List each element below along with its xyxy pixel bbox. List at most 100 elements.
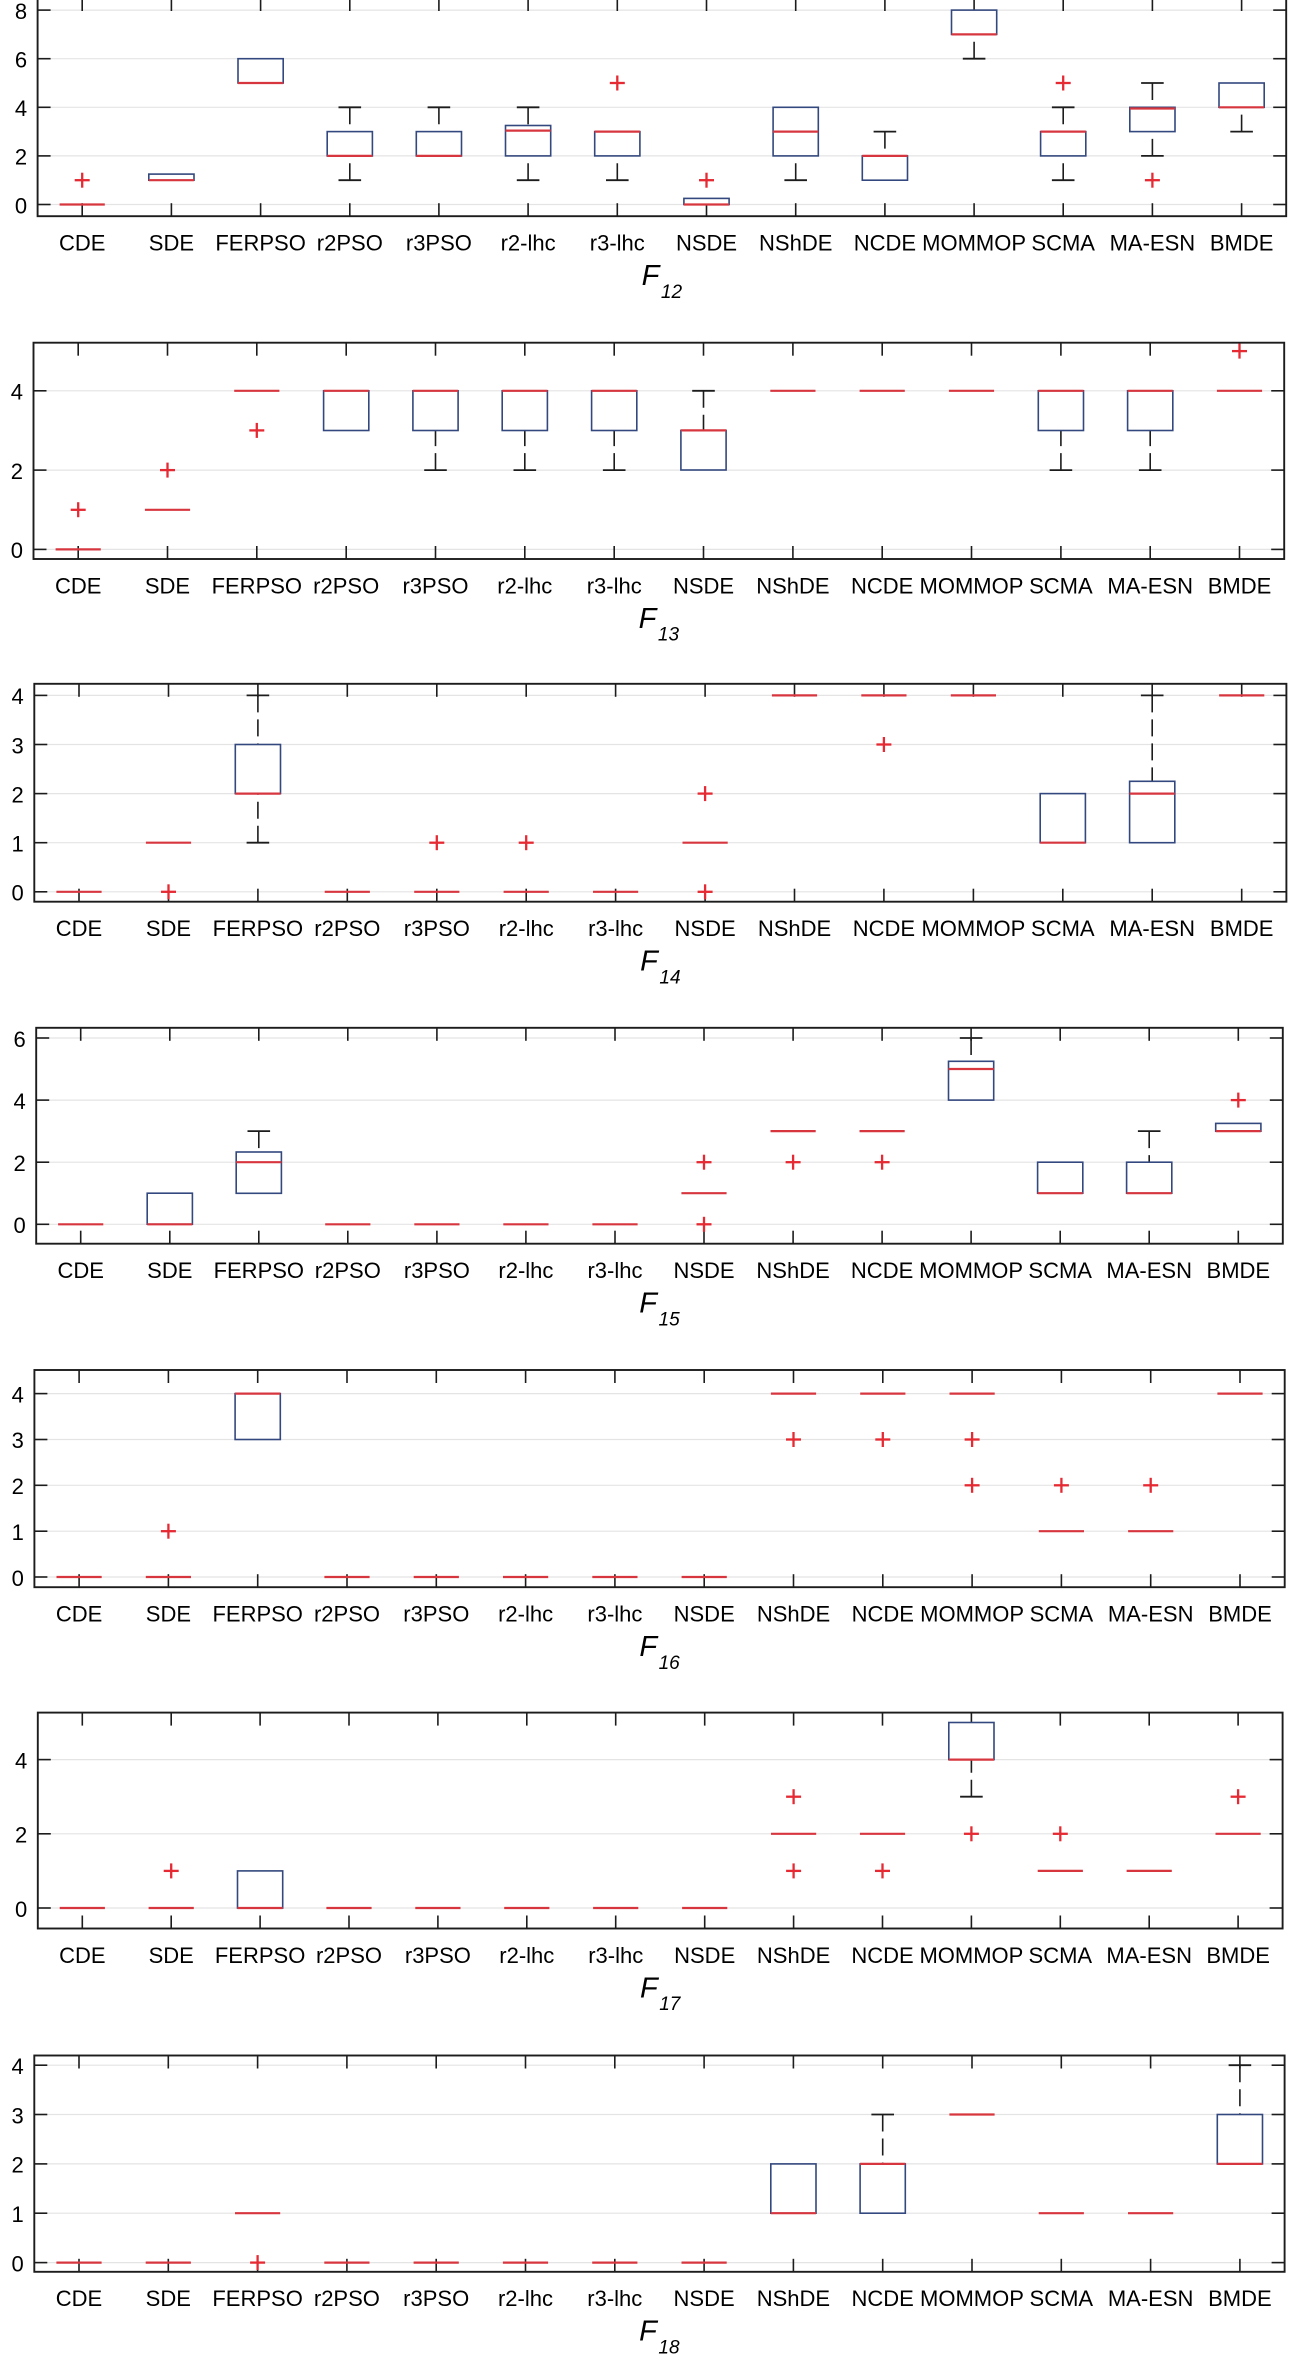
svg-text:BMDE: BMDE [1208,573,1272,598]
svg-text:F: F [639,2316,659,2348]
svg-text:0: 0 [12,1566,24,1591]
svg-text:0: 0 [13,1213,25,1238]
svg-text:r2PSO: r2PSO [314,916,380,941]
svg-text:MA-ESN: MA-ESN [1106,1258,1192,1283]
svg-text:r3-lhc: r3-lhc [588,916,643,941]
svg-text:r3-lhc: r3-lhc [588,1943,643,1968]
svg-text:2: 2 [15,145,27,170]
svg-text:BMDE: BMDE [1206,1943,1270,1968]
svg-text:NSDE: NSDE [676,231,737,256]
svg-text:NShDE: NShDE [757,2286,830,2311]
svg-text:4: 4 [11,380,23,405]
svg-text:r3-lhc: r3-lhc [587,1602,642,1627]
svg-text:FERPSO: FERPSO [212,573,302,598]
svg-text:4: 4 [12,1382,24,1407]
svg-text:NSDE: NSDE [674,1943,735,1968]
svg-text:BMDE: BMDE [1208,1602,1272,1627]
svg-text:BMDE: BMDE [1208,2286,1272,2311]
svg-text:r2PSO: r2PSO [317,231,383,256]
svg-text:MOMMOP: MOMMOP [919,1258,1023,1283]
svg-text:SCMA: SCMA [1029,1943,1093,1968]
svg-text:r3PSO: r3PSO [404,1258,470,1283]
svg-text:SCMA: SCMA [1029,573,1093,598]
svg-text:FERPSO: FERPSO [213,916,303,941]
svg-text:CDE: CDE [59,1943,105,1968]
svg-text:15: 15 [659,1309,681,1330]
svg-text:NSDE: NSDE [674,1602,735,1627]
svg-text:SDE: SDE [145,573,190,598]
svg-text:NShDE: NShDE [756,1258,829,1283]
svg-text:r3PSO: r3PSO [403,1602,469,1627]
svg-text:NSDE: NSDE [673,573,734,598]
svg-text:NCDE: NCDE [852,1602,914,1627]
svg-text:0: 0 [15,193,27,218]
svg-text:r3-lhc: r3-lhc [587,2286,642,2311]
svg-text:MOMMOP: MOMMOP [920,573,1024,598]
svg-text:MA-ESN: MA-ESN [1108,2286,1194,2311]
svg-text:F: F [640,946,660,978]
svg-text:0: 0 [15,1897,27,1922]
svg-text:NShDE: NShDE [759,231,832,256]
svg-text:r2PSO: r2PSO [313,573,379,598]
svg-text:r2PSO: r2PSO [314,2286,380,2311]
svg-text:BMDE: BMDE [1210,916,1274,941]
svg-text:CDE: CDE [56,2286,102,2311]
svg-text:r3-lhc: r3-lhc [587,1258,642,1283]
svg-text:r3PSO: r3PSO [406,231,472,256]
svg-text:r2-lhc: r2-lhc [499,1943,554,1968]
svg-text:SDE: SDE [147,1258,192,1283]
svg-text:1: 1 [12,832,24,857]
svg-text:MA-ESN: MA-ESN [1106,1943,1192,1968]
svg-text:r2-lhc: r2-lhc [498,2286,553,2311]
svg-text:r3PSO: r3PSO [405,1943,471,1968]
svg-text:FERPSO: FERPSO [214,1258,304,1283]
svg-text:2: 2 [11,459,23,484]
svg-text:NShDE: NShDE [757,1602,830,1627]
svg-text:CDE: CDE [59,231,105,256]
svg-text:SCMA: SCMA [1031,916,1095,941]
svg-text:4: 4 [15,1748,27,1773]
svg-text:2: 2 [12,782,24,807]
svg-text:F: F [639,1288,659,1320]
svg-text:MA-ESN: MA-ESN [1110,231,1196,256]
svg-text:FERPSO: FERPSO [212,1602,302,1627]
svg-text:r2-lhc: r2-lhc [501,231,556,256]
svg-text:6: 6 [15,48,27,73]
svg-text:FERPSO: FERPSO [212,2286,302,2311]
svg-text:CDE: CDE [56,1602,102,1627]
svg-text:17: 17 [659,1994,682,2015]
svg-text:F: F [639,603,659,635]
svg-text:MOMMOP: MOMMOP [922,231,1026,256]
svg-text:0: 0 [11,538,23,563]
svg-text:NShDE: NShDE [757,1943,830,1968]
svg-text:MOMMOP: MOMMOP [921,916,1025,941]
svg-text:SCMA: SCMA [1031,231,1095,256]
svg-text:CDE: CDE [56,916,102,941]
svg-text:r2PSO: r2PSO [316,1943,382,1968]
svg-text:NSDE: NSDE [675,916,736,941]
svg-text:2: 2 [12,2153,24,2178]
svg-text:SDE: SDE [146,1602,191,1627]
svg-text:14: 14 [659,967,680,988]
svg-text:NShDE: NShDE [756,573,829,598]
svg-text:MA-ESN: MA-ESN [1108,1602,1194,1627]
svg-text:SCMA: SCMA [1028,1258,1092,1283]
svg-text:0: 0 [12,881,24,906]
svg-text:NSDE: NSDE [674,2286,735,2311]
svg-text:SDE: SDE [146,916,191,941]
svg-text:1: 1 [12,1520,24,1545]
svg-text:MA-ESN: MA-ESN [1109,916,1195,941]
svg-text:2: 2 [13,1151,25,1176]
svg-text:4: 4 [15,96,27,121]
svg-text:NCDE: NCDE [851,1258,913,1283]
svg-text:NCDE: NCDE [852,2286,914,2311]
svg-text:18: 18 [658,2338,680,2357]
svg-text:16: 16 [659,1653,681,1674]
svg-text:SDE: SDE [149,1943,194,1968]
svg-text:1: 1 [12,2202,24,2227]
svg-text:BMDE: BMDE [1210,231,1274,256]
svg-text:r3PSO: r3PSO [403,2286,469,2311]
svg-text:F: F [639,1631,659,1663]
svg-text:6: 6 [13,1027,25,1052]
svg-text:BMDE: BMDE [1207,1258,1271,1283]
